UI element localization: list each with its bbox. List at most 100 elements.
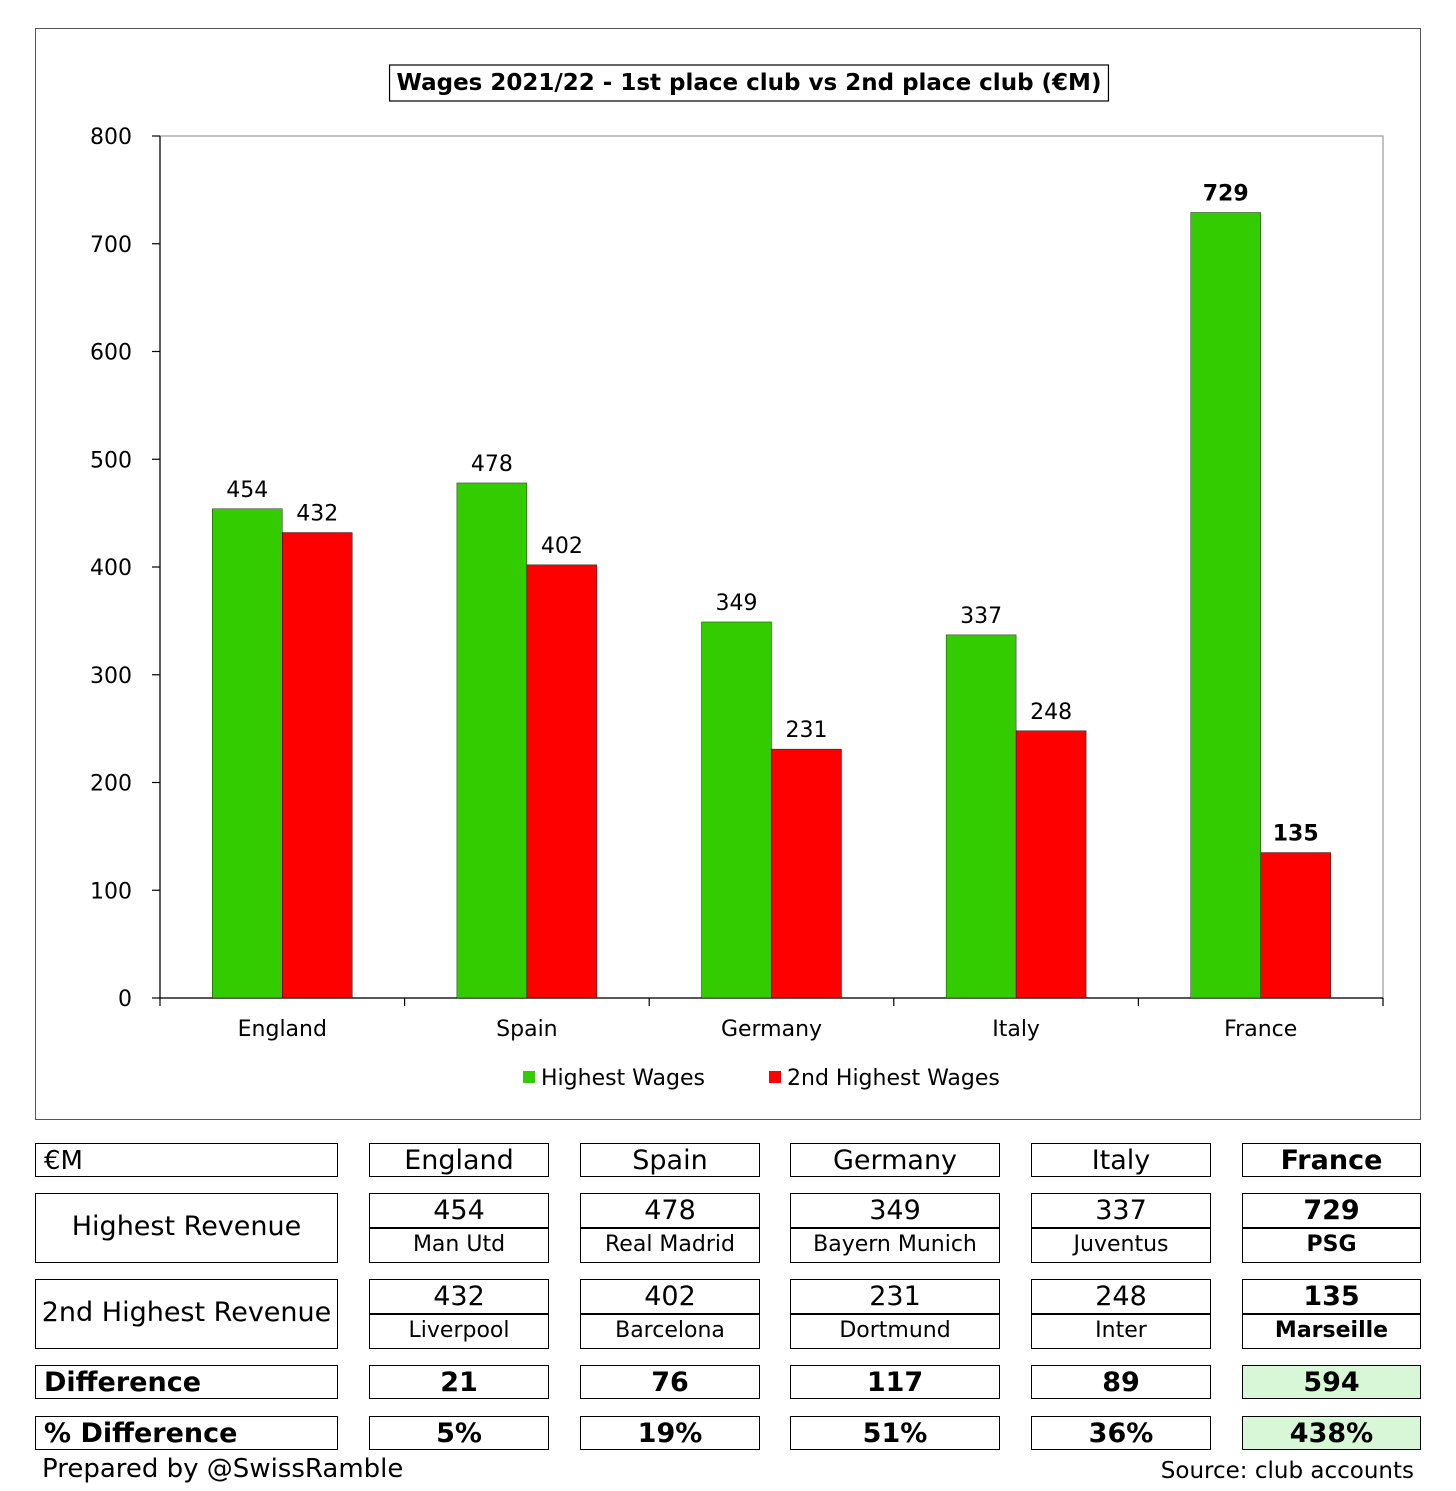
value: 231 [869, 1281, 921, 1312]
club-cell: Marseille [1242, 1313, 1421, 1349]
y-tick-label: 600 [90, 341, 132, 366]
club-name: Bayern Munich [813, 1232, 977, 1257]
row-label: % Difference [44, 1418, 238, 1449]
value-cell: 432 [369, 1279, 549, 1315]
row-label-cell: % Difference [35, 1416, 338, 1450]
header-cell: Germany [790, 1143, 1000, 1177]
diff-value: 438% [1289, 1418, 1374, 1449]
diff-value: 5% [436, 1418, 482, 1449]
diff-value: 594 [1303, 1367, 1360, 1398]
data-label: 349 [716, 591, 758, 616]
chart-title: Wages 2021/22 - 1st place club vs 2nd pl… [397, 70, 1102, 96]
bar-highest-spain [456, 482, 528, 999]
header-cell: Spain [580, 1143, 760, 1177]
data-label: 135 [1273, 822, 1319, 847]
data-label: 432 [296, 502, 338, 527]
value: 135 [1303, 1281, 1360, 1312]
bar-highest-england [212, 508, 283, 999]
club-name: Barcelona [615, 1318, 725, 1343]
club-cell: Dortmund [790, 1313, 1000, 1349]
row-label: 2nd Highest Revenue [41, 1297, 332, 1328]
club-cell: Inter [1031, 1313, 1211, 1349]
bar-highest-germany [701, 621, 772, 999]
value: 402 [644, 1281, 696, 1312]
wages-bar-chart: Wages 2021/22 - 1st place club vs 2nd pl… [90, 64, 1384, 1091]
club-name: Real Madrid [605, 1232, 735, 1257]
diff-value: 76 [651, 1367, 689, 1398]
value: 349 [869, 1195, 921, 1226]
y-tick-label: 0 [118, 987, 132, 1012]
x-tick-label: France [1224, 1017, 1297, 1042]
source-note: Source: club accounts [1160, 1458, 1414, 1484]
diff-value: 89 [1102, 1367, 1140, 1398]
legend-label: 2nd Highest Wages [787, 1066, 1000, 1091]
value-cell: 231 [790, 1279, 1000, 1315]
club-cell: Real Madrid [580, 1227, 760, 1263]
value-cell: 729 [1242, 1193, 1421, 1229]
data-label: 248 [1030, 700, 1072, 725]
club-name: Juventus [1073, 1232, 1169, 1257]
header-country: Germany [832, 1145, 958, 1176]
header-cell: Italy [1031, 1143, 1211, 1177]
diff-cell: 438% [1242, 1416, 1421, 1450]
value-cell: 349 [790, 1193, 1000, 1229]
diff-cell: 36% [1031, 1416, 1211, 1450]
club-name: PSG [1306, 1232, 1357, 1257]
value-cell: 478 [580, 1193, 760, 1229]
x-tick-label: England [238, 1017, 327, 1042]
legend-swatch [769, 1071, 781, 1083]
value-cell: 337 [1031, 1193, 1211, 1229]
diff-value: 36% [1088, 1418, 1154, 1449]
chart-title-box [388, 64, 1110, 102]
legend-label: Highest Wages [541, 1066, 705, 1091]
club-name: Man Utd [412, 1232, 506, 1257]
unit-cell: €M [35, 1143, 338, 1177]
y-tick-label: 200 [90, 772, 132, 797]
row-label: Difference [44, 1367, 202, 1398]
value-cell: 135 [1242, 1279, 1421, 1315]
diff-cell: 117 [790, 1365, 1000, 1399]
diff-value: 117 [866, 1367, 924, 1398]
data-label: 402 [541, 534, 583, 559]
x-tick-label: Italy [992, 1017, 1040, 1042]
club-name: Liverpool [408, 1318, 510, 1343]
data-label: 231 [786, 718, 828, 743]
diff-cell: 89 [1031, 1365, 1211, 1399]
diff-value: 51% [862, 1418, 928, 1449]
row-label-cell: Difference [35, 1365, 338, 1399]
value: 337 [1095, 1195, 1147, 1226]
x-tick-label: Germany [721, 1017, 822, 1042]
diff-cell: 21 [369, 1365, 549, 1399]
bar-second-italy [1015, 730, 1087, 999]
unit-label: €M [44, 1146, 83, 1176]
bar-highest-italy [945, 634, 1017, 999]
diff-cell: 76 [580, 1365, 760, 1399]
value: 248 [1095, 1281, 1147, 1312]
prepared-by: Prepared by @SwissRamble [42, 1454, 404, 1484]
diff-value: 21 [440, 1367, 478, 1398]
row-label-cell: Highest Revenue [35, 1193, 338, 1263]
bar-second-germany [771, 748, 842, 999]
data-label: 729 [1203, 182, 1249, 207]
chart-frame [35, 28, 1421, 1120]
value-cell: 402 [580, 1279, 760, 1315]
header-cell: France [1242, 1143, 1421, 1177]
diff-cell: 5% [369, 1416, 549, 1450]
data-label: 454 [226, 478, 268, 503]
diff-cell: 51% [790, 1416, 1000, 1450]
diff-cell: 19% [580, 1416, 760, 1450]
club-name: Marseille [1274, 1318, 1389, 1343]
club-name: Dortmund [839, 1318, 951, 1343]
club-cell: Liverpool [369, 1313, 549, 1349]
value: 729 [1303, 1195, 1360, 1226]
y-tick-label: 300 [90, 664, 132, 689]
y-tick-label: 700 [90, 233, 132, 258]
club-cell: Barcelona [580, 1313, 760, 1349]
header-country: France [1280, 1145, 1383, 1176]
header-country: Italy [1091, 1145, 1151, 1176]
club-cell: Bayern Munich [790, 1227, 1000, 1263]
club-cell: Man Utd [369, 1227, 549, 1263]
row-label-cell: 2nd Highest Revenue [35, 1279, 338, 1349]
value: 432 [433, 1281, 485, 1312]
diff-cell: 594 [1242, 1365, 1421, 1399]
